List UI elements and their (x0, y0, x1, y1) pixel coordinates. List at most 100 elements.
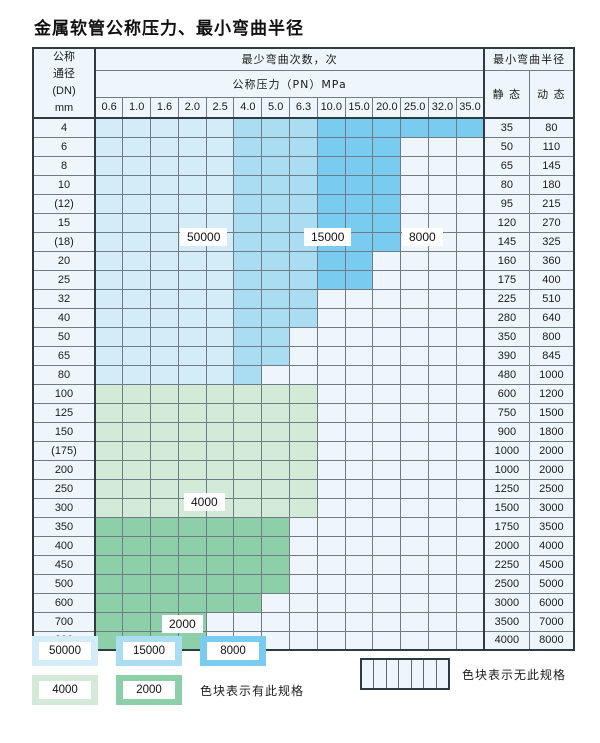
header-pressure-1.0: 1.0 (122, 96, 152, 119)
spec-cell (94, 459, 124, 480)
spec-cell (400, 516, 430, 537)
spec-cell (455, 497, 485, 518)
spec-cell (428, 592, 457, 613)
spec-cell (94, 269, 124, 290)
spec-cell (428, 497, 457, 518)
spec-cell (150, 174, 179, 195)
row-dynamic-radius: 8000 (528, 630, 576, 651)
spec-cell (428, 402, 457, 423)
row-dynamic-radius: 80 (528, 117, 576, 138)
spec-cell (400, 117, 430, 138)
spec-cell (344, 212, 374, 233)
header-pressure-15.0: 15.0 (344, 96, 374, 119)
spec-cell (94, 440, 124, 461)
spec-cell (344, 383, 374, 404)
spec-cell (428, 535, 457, 556)
row-dn-label: 400 (32, 535, 96, 556)
header-pressure-6.3: 6.3 (289, 96, 318, 119)
legend-chip-8000: 8000 (200, 636, 266, 666)
spec-cell (372, 535, 402, 556)
row-dynamic-radius: 3500 (528, 516, 576, 537)
table-row: (12) 95 215 (32, 193, 576, 214)
spec-cell (344, 345, 374, 366)
spec-cell (289, 250, 318, 271)
spec-cell (400, 383, 430, 404)
spec-cell (455, 174, 485, 195)
spec-cell (372, 630, 402, 651)
table-row: 150 900 1800 (32, 421, 576, 442)
spec-cell (372, 231, 402, 252)
spec-cell (316, 592, 346, 613)
row-dynamic-radius: 215 (528, 193, 576, 214)
spec-cell (428, 459, 457, 480)
spec-cell (289, 421, 318, 442)
spec-cell (289, 611, 318, 632)
spec-cell (122, 535, 152, 556)
spec-cell (122, 364, 152, 385)
spec-cell (316, 250, 346, 271)
spec-cell (150, 402, 179, 423)
spec-cell (94, 611, 124, 632)
table-row: 600 3000 6000 (32, 592, 576, 613)
spec-cell (261, 231, 291, 252)
table-row: 350 1750 3500 (32, 516, 576, 537)
spec-cell (316, 440, 346, 461)
spec-cell (261, 402, 291, 423)
spec-cell (205, 307, 235, 328)
row-dynamic-radius: 510 (528, 288, 576, 309)
spec-cell (344, 174, 374, 195)
spec-cell (177, 250, 207, 271)
row-dn-label: (18) (32, 231, 96, 252)
spec-cell (177, 535, 207, 556)
spec-cell (344, 193, 374, 214)
spec-cell (94, 231, 124, 252)
spec-cell (261, 440, 291, 461)
table-row: 15 120 270 (32, 212, 576, 233)
spec-cell (316, 611, 346, 632)
spec-cell (455, 250, 485, 271)
spec-cell (455, 193, 485, 214)
spec-cell (316, 459, 346, 480)
table-row: 6 50 110 (32, 136, 576, 157)
spec-cell (428, 326, 457, 347)
dn-line-2: 通径 (53, 68, 75, 80)
spec-cell (233, 307, 263, 328)
spec-cell (428, 117, 457, 138)
spec-cell (455, 212, 485, 233)
value-tag-15000: 15000 (304, 228, 352, 246)
spec-cell (177, 440, 207, 461)
legend: 50000 15000 8000 4000 2000 色块表示有此规格 (32, 636, 572, 714)
spec-cell (428, 478, 457, 499)
spec-cell (289, 383, 318, 404)
spec-cell (289, 288, 318, 309)
spec-cell (400, 402, 430, 423)
spec-cell (289, 573, 318, 594)
spec-cell (428, 554, 457, 575)
spec-cell (177, 364, 207, 385)
row-dn-label: 40 (32, 307, 96, 328)
spec-cell (344, 592, 374, 613)
spec-cell (428, 155, 457, 176)
spec-cell (455, 383, 485, 404)
spec-cell (94, 326, 124, 347)
spec-cell (400, 459, 430, 480)
spec-cell (316, 364, 346, 385)
spec-cell (205, 117, 235, 138)
spec-cell (316, 402, 346, 423)
spec-cell (455, 421, 485, 442)
dn-line-4: mm (54, 102, 74, 114)
row-dn-label: 250 (32, 478, 96, 499)
legend-chip-label: 2000 (123, 681, 175, 699)
spec-cell (344, 478, 374, 499)
spec-cell (233, 611, 263, 632)
page-title: 金属软管公称压力、最小弯曲半径 (34, 19, 304, 39)
spec-cell (205, 383, 235, 404)
row-dn-label: 350 (32, 516, 96, 537)
spec-cell (344, 402, 374, 423)
spec-cell (150, 231, 179, 252)
spec-cell (150, 193, 179, 214)
spec-cell (289, 402, 318, 423)
spec-cell (205, 611, 235, 632)
spec-cell (400, 326, 430, 347)
spec-cell (122, 345, 152, 366)
